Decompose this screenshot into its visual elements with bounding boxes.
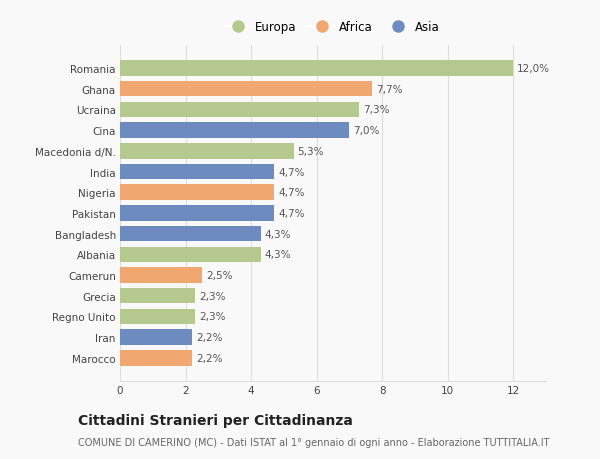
Bar bbox=[120, 350, 192, 366]
Text: 12,0%: 12,0% bbox=[517, 64, 550, 74]
Text: 7,7%: 7,7% bbox=[376, 84, 403, 95]
Bar bbox=[120, 185, 274, 201]
Text: 4,3%: 4,3% bbox=[265, 229, 292, 239]
Bar bbox=[120, 123, 349, 139]
Bar bbox=[120, 206, 274, 221]
Bar bbox=[120, 288, 196, 304]
Text: 2,3%: 2,3% bbox=[199, 312, 226, 322]
Text: 7,0%: 7,0% bbox=[353, 126, 380, 136]
Text: 4,7%: 4,7% bbox=[278, 167, 304, 177]
Text: 2,5%: 2,5% bbox=[206, 270, 232, 280]
Bar bbox=[120, 82, 373, 97]
Text: 2,3%: 2,3% bbox=[199, 291, 226, 301]
Text: 2,2%: 2,2% bbox=[196, 332, 223, 342]
Text: COMUNE DI CAMERINO (MC) - Dati ISTAT al 1° gennaio di ogni anno - Elaborazione T: COMUNE DI CAMERINO (MC) - Dati ISTAT al … bbox=[78, 437, 550, 447]
Text: 4,7%: 4,7% bbox=[278, 188, 304, 198]
Bar bbox=[120, 268, 202, 283]
Text: 7,3%: 7,3% bbox=[363, 105, 389, 115]
Text: 4,7%: 4,7% bbox=[278, 208, 304, 218]
Bar bbox=[120, 247, 261, 263]
Text: 4,3%: 4,3% bbox=[265, 250, 292, 260]
Bar bbox=[120, 164, 274, 180]
Bar bbox=[120, 330, 192, 345]
Legend: Europa, Africa, Asia: Europa, Africa, Asia bbox=[224, 18, 442, 36]
Text: 5,3%: 5,3% bbox=[298, 146, 324, 157]
Bar bbox=[120, 102, 359, 118]
Bar bbox=[120, 144, 293, 159]
Bar bbox=[120, 61, 513, 77]
Text: 2,2%: 2,2% bbox=[196, 353, 223, 363]
Bar bbox=[120, 226, 261, 242]
Text: Cittadini Stranieri per Cittadinanza: Cittadini Stranieri per Cittadinanza bbox=[78, 414, 353, 428]
Bar bbox=[120, 309, 196, 325]
